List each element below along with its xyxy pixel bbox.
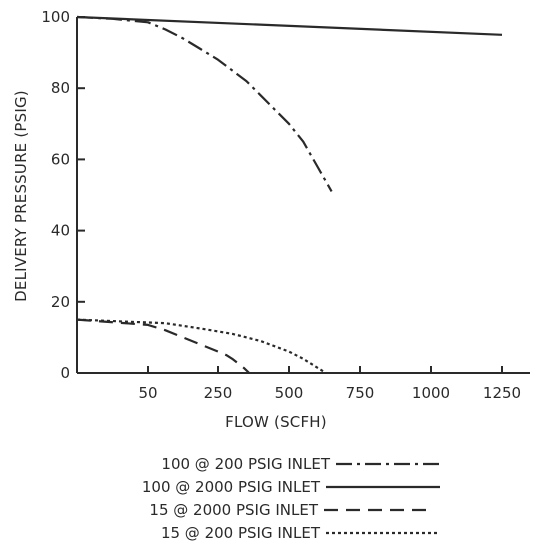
x-axis-title: FLOW (SCFH) [225,413,327,431]
y-tick-label: 80 [51,79,70,97]
legend-label: 15 @ 2000 PSIG INLET [149,501,318,519]
series-line-4 [76,318,327,374]
x-tick-label: 1000 [412,384,450,402]
x-tick-label: 500 [275,384,304,402]
y-tick-label: 40 [51,222,70,240]
legend-label: 100 @ 2000 PSIG INLET [142,478,321,496]
y-tick-label: 20 [51,293,70,311]
x-tick-label: 50 [138,384,157,402]
x-tick-label: 250 [204,384,233,402]
legend: 100 @ 200 PSIG INLET 100 @ 2000 PSIG INLE… [142,455,440,542]
ticks: 0 20 40 60 80 100 50 250 500 750 1000 1250 [41,8,521,402]
x-tick-label: 1250 [483,384,521,402]
y-tick-label: 60 [51,150,70,168]
series-line-3 [76,318,250,374]
series-line-2 [76,15,503,36]
legend-label: 15 @ 200 PSIG INLET [161,524,321,542]
y-tick-label: 0 [60,364,70,382]
series-line-1 [76,15,333,192]
y-axis-title: DELIVERY PRESSURE (PSIG) [12,90,30,302]
x-tick-label: 750 [346,384,375,402]
legend-label: 100 @ 200 PSIG INLET [161,455,330,473]
y-tick-label: 100 [41,8,70,26]
series-layer [76,15,503,374]
axes [76,17,530,374]
